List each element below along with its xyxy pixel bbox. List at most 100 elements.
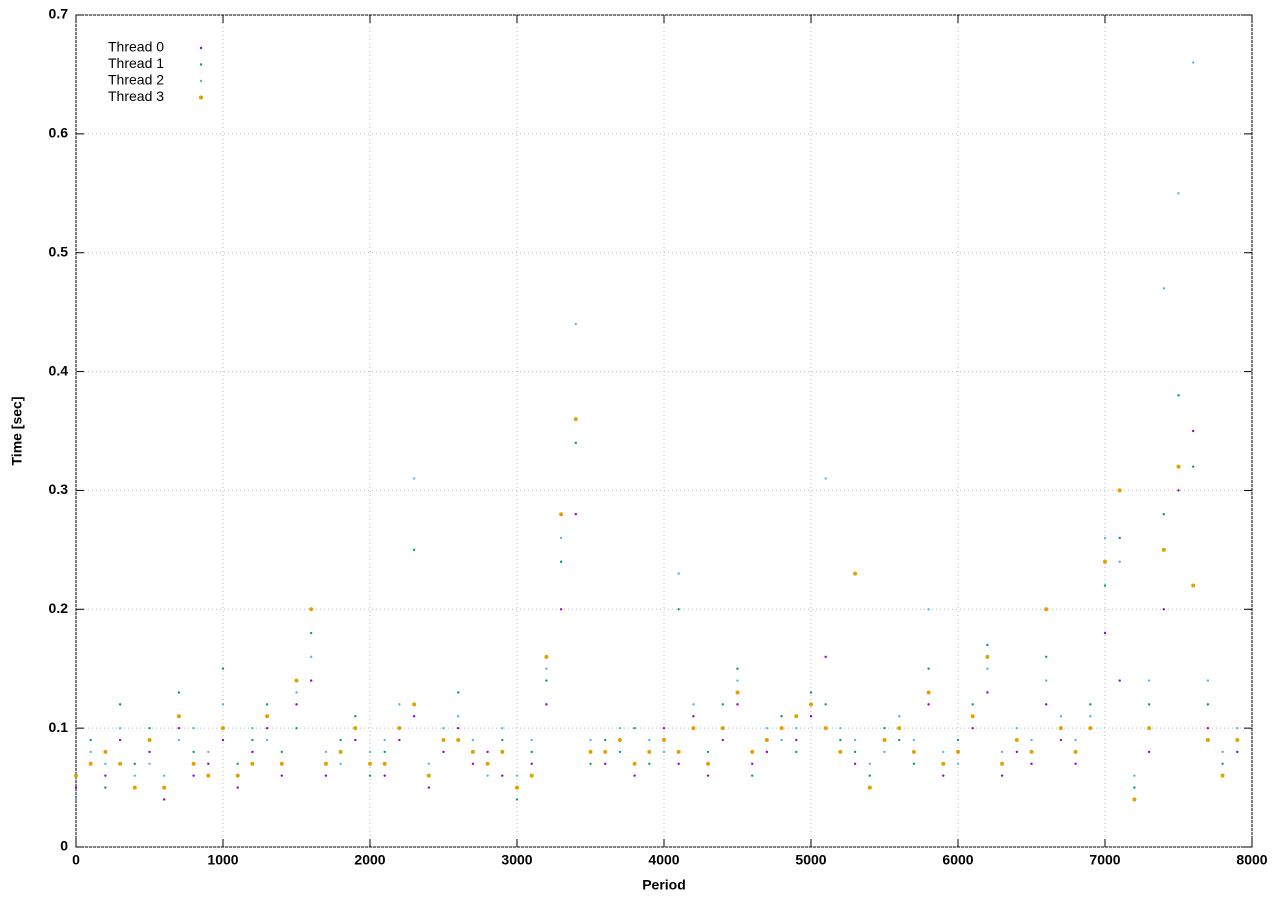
point (1177, 489, 1180, 492)
point (457, 726, 460, 730)
point (1161, 547, 1166, 552)
point (192, 726, 195, 730)
point (1192, 465, 1195, 468)
point (574, 441, 577, 445)
point (310, 655, 313, 659)
point (1177, 394, 1180, 397)
point (868, 774, 871, 777)
point (1118, 560, 1121, 563)
point (427, 762, 430, 765)
point (74, 773, 78, 778)
point (927, 608, 930, 611)
point (883, 750, 886, 754)
point (721, 703, 724, 706)
point (457, 715, 460, 718)
point (118, 738, 122, 742)
x-tick-label: 8000 (1236, 852, 1267, 868)
point (162, 785, 167, 790)
point (442, 750, 445, 754)
point (427, 786, 430, 789)
point (647, 749, 652, 754)
point (809, 702, 813, 707)
point (1015, 750, 1018, 754)
point (720, 726, 725, 731)
legend-marker (199, 79, 203, 83)
point (221, 667, 225, 670)
point (500, 749, 505, 754)
point (588, 749, 593, 754)
point (192, 774, 195, 777)
point (206, 773, 211, 778)
point (383, 738, 386, 742)
point (986, 643, 989, 647)
point (971, 703, 974, 706)
point (971, 726, 974, 730)
point (265, 714, 270, 719)
point (309, 607, 314, 612)
point (1058, 726, 1063, 731)
point (912, 738, 916, 742)
point (824, 703, 827, 706)
point (471, 738, 475, 742)
point (795, 750, 798, 754)
point (1162, 287, 1166, 290)
point (1103, 559, 1107, 564)
point (501, 726, 504, 730)
point (471, 762, 475, 765)
point (765, 750, 769, 754)
point (148, 726, 151, 730)
legend-label: Thread 3 (108, 88, 164, 104)
legend-label: Thread 2 (108, 72, 164, 88)
point (486, 750, 489, 754)
point (1030, 738, 1033, 742)
point (353, 726, 358, 731)
point (104, 786, 107, 789)
point (911, 749, 916, 754)
point (1000, 774, 1004, 777)
point (1059, 715, 1063, 718)
point (839, 738, 842, 742)
point (736, 679, 739, 682)
point (530, 738, 533, 742)
point (941, 761, 946, 766)
point (251, 750, 254, 754)
x-tick-label: 2000 (354, 852, 385, 868)
point (148, 762, 151, 765)
point (515, 798, 519, 801)
point (1206, 703, 1210, 706)
point (295, 726, 298, 730)
point (280, 750, 283, 754)
point (382, 761, 387, 766)
point (265, 738, 269, 742)
point (295, 703, 298, 706)
point (470, 749, 475, 754)
legend-label: Thread 1 (108, 55, 164, 71)
x-tick-label: 0 (72, 852, 80, 868)
point (751, 762, 754, 765)
point (236, 762, 239, 765)
point (986, 691, 989, 694)
point (648, 738, 651, 742)
point (1029, 749, 1034, 754)
point (324, 750, 328, 754)
point (163, 774, 166, 777)
point (147, 738, 152, 743)
point (1073, 749, 1078, 754)
point (956, 749, 960, 754)
point (559, 560, 563, 563)
y-tick-label: 0.3 (49, 481, 69, 497)
point (1117, 488, 1122, 493)
point (1192, 61, 1195, 64)
point (354, 738, 357, 742)
point (927, 703, 930, 706)
point (868, 762, 871, 765)
point (736, 667, 739, 670)
x-tick-label: 6000 (942, 852, 973, 868)
point (103, 749, 108, 754)
point (1191, 583, 1196, 588)
point (853, 762, 857, 765)
point (177, 691, 181, 694)
y-tick-label: 0.5 (49, 243, 69, 259)
point (927, 667, 930, 670)
point (632, 761, 637, 766)
